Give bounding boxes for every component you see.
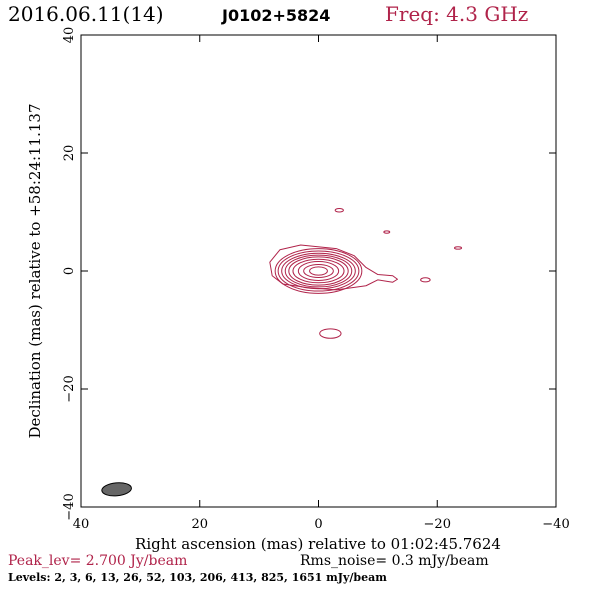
x-axis-label: Right ascension (mas) relative to 01:02:… bbox=[135, 535, 501, 552]
core-contour bbox=[288, 256, 349, 286]
contour-blob bbox=[319, 328, 342, 339]
outer-contour bbox=[269, 244, 398, 291]
y-tick-label: −40 bbox=[62, 493, 77, 520]
x-tick-label: −40 bbox=[542, 517, 569, 532]
beam-shape bbox=[101, 482, 132, 497]
x-tick-label: 20 bbox=[191, 517, 208, 532]
core-contour bbox=[309, 266, 328, 276]
y-axis-label: Declination (mas) relative to +58:24:11.… bbox=[26, 103, 44, 438]
x-tick-label: 40 bbox=[73, 517, 90, 532]
observation-date: 2016.06.11(14) bbox=[8, 2, 164, 26]
contour-blob bbox=[420, 277, 431, 283]
peak-level: Peak_lev= 2.700 Jy/beam bbox=[8, 553, 188, 569]
contour-levels: Levels: 2, 3, 6, 13, 26, 52, 103, 206, 4… bbox=[8, 571, 387, 584]
y-tick-label: 20 bbox=[62, 145, 77, 162]
core-contour bbox=[281, 252, 356, 290]
y-tick-label: −20 bbox=[62, 375, 77, 402]
contour-blob bbox=[453, 246, 463, 250]
y-tick-label: 40 bbox=[62, 27, 77, 44]
contour-blob bbox=[383, 230, 391, 234]
core-contour bbox=[277, 250, 360, 292]
contour-blob bbox=[334, 207, 344, 213]
x-tick-label: −20 bbox=[424, 517, 451, 532]
x-tick-label: 0 bbox=[314, 517, 322, 532]
plot-frame bbox=[80, 34, 557, 508]
contour-lines bbox=[269, 207, 463, 339]
core-contour bbox=[274, 248, 363, 294]
beam-ellipse bbox=[101, 482, 132, 497]
core-contour bbox=[303, 264, 334, 278]
core-contour bbox=[284, 254, 353, 288]
axis-ticks: 40 20 0 −20 −40 −40 −20 0 20 40 bbox=[62, 27, 570, 532]
rms-noise: Rms_noise= 0.3 mJy/beam bbox=[300, 553, 489, 569]
core-contour bbox=[292, 258, 345, 284]
contour-map: 40 20 0 −20 −40 −40 −20 0 20 40 Right ascension (… bbox=[26, 27, 570, 552]
frequency-label: Freq: 4.3 GHz bbox=[385, 2, 529, 26]
y-tick-label: 0 bbox=[62, 267, 77, 275]
source-name: J0102+5824 bbox=[222, 6, 331, 25]
core-contour bbox=[297, 261, 340, 281]
